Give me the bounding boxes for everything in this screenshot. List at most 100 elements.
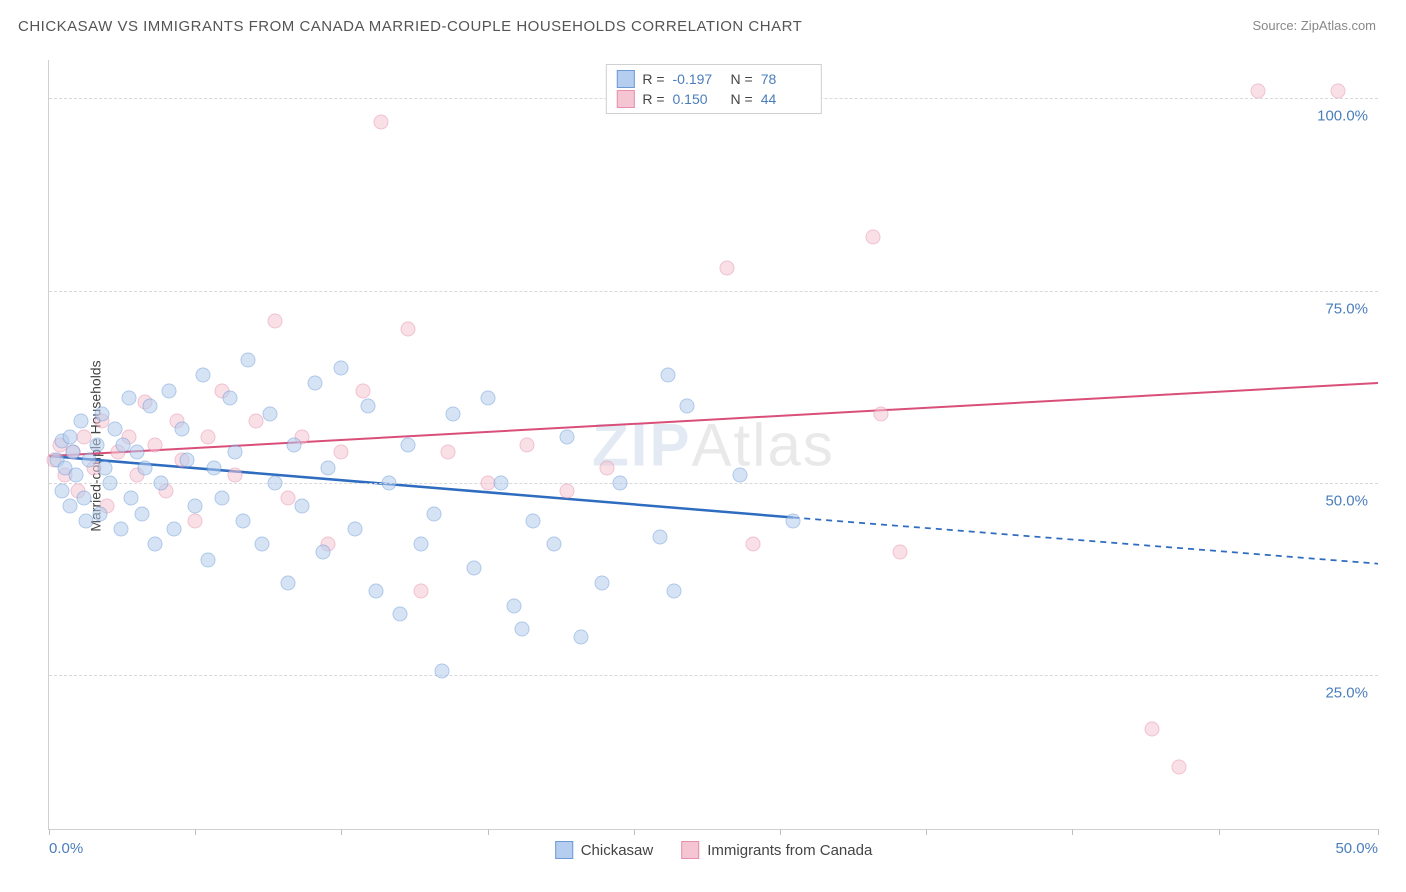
scatter-point (360, 399, 375, 414)
x-tick-mark (195, 829, 196, 835)
scatter-point (865, 229, 880, 244)
scatter-point (1251, 83, 1266, 98)
x-tick-mark (49, 829, 50, 835)
scatter-point (661, 368, 676, 383)
scatter-point (281, 575, 296, 590)
scatter-point (515, 622, 530, 637)
scatter-point (241, 352, 256, 367)
scatter-point (55, 483, 70, 498)
scatter-point (286, 437, 301, 452)
scatter-point (435, 664, 450, 679)
scatter-point (76, 491, 91, 506)
scatter-point (733, 468, 748, 483)
grid-line (49, 483, 1378, 484)
r-value-1: -0.197 (673, 71, 723, 87)
x-tick-mark (780, 829, 781, 835)
scatter-point (214, 491, 229, 506)
scatter-point (594, 575, 609, 590)
legend-swatch-1 (616, 70, 634, 88)
series-legend: Chickasaw Immigrants from Canada (555, 841, 873, 859)
x-tick-mark (926, 829, 927, 835)
chart-title: CHICKASAW VS IMMIGRANTS FROM CANADA MARR… (18, 18, 802, 35)
scatter-point (236, 514, 251, 529)
scatter-point (382, 475, 397, 490)
scatter-point (480, 391, 495, 406)
scatter-point (334, 445, 349, 460)
scatter-point (65, 445, 80, 460)
x-tick-mark (1378, 829, 1379, 835)
scatter-point (1171, 760, 1186, 775)
scatter-point (355, 383, 370, 398)
scatter-point (414, 537, 429, 552)
trend-lines (49, 60, 1378, 829)
scatter-point (520, 437, 535, 452)
scatter-point (873, 406, 888, 421)
scatter-point (666, 583, 681, 598)
scatter-point (196, 368, 211, 383)
scatter-point (135, 506, 150, 521)
scatter-point (161, 383, 176, 398)
x-tick-mark (634, 829, 635, 835)
scatter-point (228, 445, 243, 460)
scatter-point (368, 583, 383, 598)
scatter-point (573, 629, 588, 644)
scatter-point (113, 522, 128, 537)
scatter-point (180, 452, 195, 467)
scatter-point (201, 429, 216, 444)
y-tick-label: 75.0% (1325, 300, 1368, 317)
scatter-point (103, 475, 118, 490)
scatter-point (719, 260, 734, 275)
r-label: R = (642, 71, 664, 87)
scatter-point (222, 391, 237, 406)
scatter-point (153, 475, 168, 490)
grid-line (49, 291, 1378, 292)
scatter-point (148, 537, 163, 552)
scatter-point (679, 399, 694, 414)
scatter-point (73, 414, 88, 429)
watermark: ZIPAtlas (592, 410, 835, 479)
scatter-point (89, 437, 104, 452)
scatter-point (334, 360, 349, 375)
watermark-part2: Atlas (691, 411, 834, 478)
scatter-point (374, 114, 389, 129)
scatter-point (97, 460, 112, 475)
r-label: R = (642, 91, 664, 107)
legend-swatch-bottom-1 (555, 841, 573, 859)
scatter-point (81, 452, 96, 467)
scatter-point (148, 437, 163, 452)
scatter-point (124, 491, 139, 506)
scatter-point (427, 506, 442, 521)
scatter-point (206, 460, 221, 475)
scatter-point (294, 499, 309, 514)
scatter-point (321, 460, 336, 475)
scatter-point (174, 422, 189, 437)
scatter-point (392, 606, 407, 621)
scatter-point (166, 522, 181, 537)
n-label: N = (731, 71, 753, 87)
scatter-point (467, 560, 482, 575)
scatter-point (560, 483, 575, 498)
legend-item-1: Chickasaw (555, 841, 654, 859)
scatter-point (400, 437, 415, 452)
scatter-point (613, 475, 628, 490)
scatter-point (493, 475, 508, 490)
scatter-point (653, 529, 668, 544)
correlation-legend: R = -0.197 N = 78 R = 0.150 N = 44 (605, 64, 821, 114)
scatter-point (446, 406, 461, 421)
grid-line (49, 675, 1378, 676)
legend-label-1: Chickasaw (581, 842, 654, 859)
n-value-1: 78 (761, 71, 811, 87)
scatter-point (137, 460, 152, 475)
scatter-point (92, 506, 107, 521)
x-tick-mark (341, 829, 342, 835)
x-tick-mark (1219, 829, 1220, 835)
scatter-point (547, 537, 562, 552)
n-label: N = (731, 91, 753, 107)
r-value-2: 0.150 (673, 91, 723, 107)
scatter-point (507, 599, 522, 614)
scatter-point (188, 499, 203, 514)
scatter-point (315, 545, 330, 560)
x-tick-mark (488, 829, 489, 835)
legend-item-2: Immigrants from Canada (681, 841, 872, 859)
scatter-point (1145, 722, 1160, 737)
